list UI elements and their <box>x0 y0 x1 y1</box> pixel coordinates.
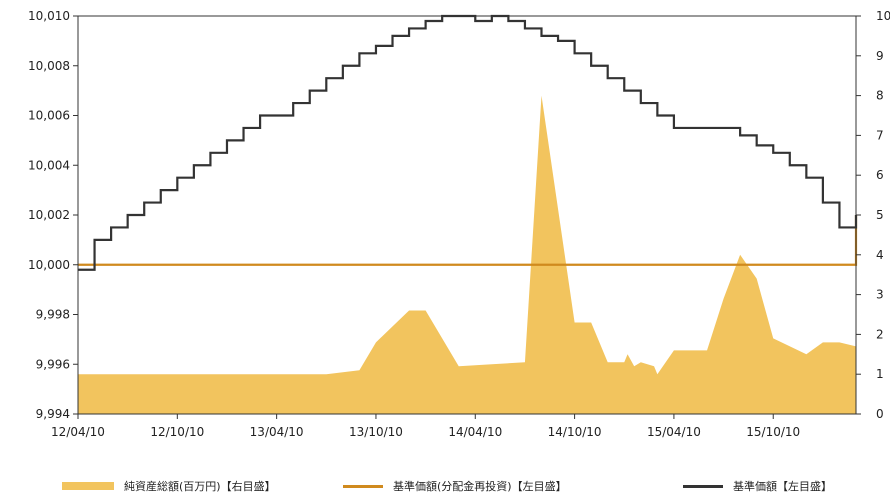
area-series-0 <box>78 95 856 414</box>
right-tick-label: 1 <box>876 367 884 381</box>
left-tick-label: 10,008 <box>28 59 70 73</box>
right-tick-label: 0 <box>876 407 884 421</box>
area-series-layer <box>78 95 856 414</box>
line-series-layer <box>78 14 858 271</box>
left-tick-label: 9,994 <box>36 407 70 421</box>
left-tick-label: 10,002 <box>28 208 70 222</box>
legend-item-nav: 基準価額【左目盛】 <box>683 478 832 494</box>
legend-label-net-assets: 純資産総額(百万円)【右目盛】 <box>124 480 276 493</box>
right-tick-label: 7 <box>876 128 884 142</box>
right-tick-label: 10 <box>876 9 890 23</box>
legend-item-net-assets: 純資産総額(百万円)【右目盛】 <box>62 478 276 494</box>
left-tick-label: 10,000 <box>28 258 70 272</box>
right-tick-label: 4 <box>876 248 884 262</box>
x-tick-label: 12/04/10 <box>51 425 105 439</box>
right-tick-label: 9 <box>876 49 884 63</box>
left-tick-label: 10,006 <box>28 109 70 123</box>
x-tick-label: 13/04/10 <box>250 425 304 439</box>
legend-swatch-orange-line <box>343 484 383 488</box>
left-tick-label: 9,996 <box>36 357 70 371</box>
left-tick-label: 10,010 <box>28 9 70 23</box>
legend-swatch-black-line <box>683 484 723 488</box>
right-axis: 0 1 2 3 4 5 6 7 8 9 10 <box>856 9 890 421</box>
legend-swatch-area <box>62 482 114 490</box>
right-tick-label: 6 <box>876 168 884 182</box>
right-tick-label: 8 <box>876 89 884 103</box>
line-series-2 <box>78 14 858 271</box>
right-tick-label: 2 <box>876 327 884 341</box>
right-tick-label: 5 <box>876 208 884 222</box>
x-axis: 12/04/10 12/10/10 13/04/10 13/10/10 14/04/10… <box>51 414 800 439</box>
x-tick-label: 13/10/10 <box>349 425 403 439</box>
left-tick-label: 9,998 <box>36 308 70 322</box>
x-tick-label: 14/10/10 <box>548 425 602 439</box>
x-tick-label: 14/04/10 <box>448 425 502 439</box>
legend: 純資産総額(百万円)【右目盛】 基準価額(分配金再投資)【左目盛】 基準価額【左… <box>0 478 890 498</box>
left-tick-label: 10,004 <box>28 158 70 172</box>
x-tick-label: 15/10/10 <box>746 425 800 439</box>
legend-label-nav: 基準価額【左目盛】 <box>733 480 832 493</box>
legend-label-reinvested-nav: 基準価額(分配金再投資)【左目盛】 <box>393 480 567 493</box>
right-tick-label: 3 <box>876 288 884 302</box>
legend-item-reinvested-nav: 基準価額(分配金再投資)【左目盛】 <box>343 478 567 494</box>
x-tick-label: 12/10/10 <box>150 425 204 439</box>
left-axis: 9,994 9,996 9,998 10,000 10,002 10,004 10,006 1… <box>28 9 78 421</box>
x-tick-label: 15/04/10 <box>647 425 701 439</box>
